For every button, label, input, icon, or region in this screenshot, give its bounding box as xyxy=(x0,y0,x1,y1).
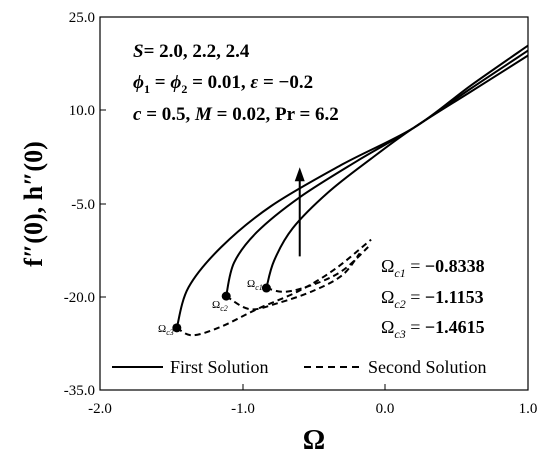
annotation-var: ϕ xyxy=(170,72,181,93)
first-solution-line-1 xyxy=(265,54,529,289)
annotation-subscript: 1 xyxy=(144,82,150,96)
legend: First Solution Second Solution xyxy=(112,357,487,377)
annotation-var: ε xyxy=(250,72,258,93)
y-tick-label: 10.0 xyxy=(69,103,95,119)
increase-arrow xyxy=(294,167,305,257)
point-label-c3: Ωc3 xyxy=(158,323,174,337)
annotation-var: M xyxy=(194,104,213,125)
critical-value: −0.8338 xyxy=(425,256,485,276)
annotation-text: = 2.0, 2.2, 2.4 xyxy=(144,41,250,62)
y-tick-label: 25.0 xyxy=(69,10,95,26)
point-label-c1: Ωc1 xyxy=(247,278,263,292)
critical-value-c1: Ωc1 = −0.8338 xyxy=(381,256,485,280)
critical-subscript: c1 xyxy=(394,266,405,280)
critical-subscript: c3 xyxy=(394,327,405,341)
x-tick-label: -2.0 xyxy=(88,401,112,417)
second-solution-line-2 xyxy=(225,252,361,311)
critical-symbol: Ω xyxy=(381,317,394,337)
annotation-text: = −0.2 xyxy=(258,72,313,93)
annotation-var: c xyxy=(133,104,142,125)
y-tick-label: -5.0 xyxy=(71,197,95,213)
annotation-var: ϕ xyxy=(133,72,144,93)
annotation-text: = 0.02, Pr = 6.2 xyxy=(212,104,339,125)
annotation-var-s: S xyxy=(133,41,144,62)
critical-symbol: Ω xyxy=(381,287,394,307)
point-label-c2: Ωc2 xyxy=(212,299,228,313)
annotation-subscript: 2 xyxy=(181,82,187,96)
x-axis: -2.0 -1.0 0.0 1.0 xyxy=(88,384,537,417)
critical-eq: = xyxy=(406,287,425,307)
critical-eq: = xyxy=(406,256,425,276)
y-axis: 25.0 10.0 -5.0 -20.0 -35.0 xyxy=(64,10,106,399)
series-layer xyxy=(172,44,529,337)
critical-point-c2 xyxy=(221,291,231,301)
critical-value-c3: Ωc3 = −1.4615 xyxy=(381,317,485,341)
x-tick-label: -1.0 xyxy=(231,401,255,417)
annotation-text: = 0.01, xyxy=(187,72,250,93)
x-axis-title: Ω xyxy=(303,425,325,456)
annotation-line-2: ϕ1 = ϕ2 = 0.01, ε = −0.2 xyxy=(133,72,313,96)
y-axis-title: f″(0), h″(0) xyxy=(19,141,48,266)
arrow-head-icon xyxy=(294,167,305,182)
y-tick-label: -35.0 xyxy=(64,383,95,399)
critical-values: Ωc1 = −0.8338 Ωc2 = −1.1153 Ωc3 = −1.461… xyxy=(381,256,485,341)
critical-eq: = xyxy=(406,317,425,337)
critical-point-c1 xyxy=(261,283,271,293)
annotation-text: = 0.5, xyxy=(141,104,195,125)
second-solution-line-1 xyxy=(266,246,369,293)
x-tick-label: 1.0 xyxy=(519,401,538,417)
critical-symbol: Ω xyxy=(381,256,394,276)
critical-value: −1.1153 xyxy=(425,287,484,307)
annotation-line-1: S= 2.0, 2.2, 2.4 xyxy=(133,41,250,62)
legend-label-first-solution: First Solution xyxy=(170,357,269,377)
critical-point-c3 xyxy=(172,323,182,333)
x-tick-label: 0.0 xyxy=(376,401,395,417)
y-tick-label: -20.0 xyxy=(64,290,95,306)
second-solution-line-3 xyxy=(176,238,372,337)
first-solution-line-3 xyxy=(175,44,529,329)
first-solution-line-2 xyxy=(225,49,529,297)
critical-value-c2: Ωc2 = −1.1153 xyxy=(381,287,484,311)
critical-subscript: c2 xyxy=(394,297,405,311)
legend-label-second-solution: Second Solution xyxy=(368,357,487,377)
parameter-annotation: S= 2.0, 2.2, 2.4 ϕ1 = ϕ2 = 0.01, ε = −0.… xyxy=(133,41,339,125)
critical-value: −1.4615 xyxy=(425,317,485,337)
annotation-line-3: c = 0.5, M = 0.02, Pr = 6.2 xyxy=(133,104,339,125)
annotation-text: = xyxy=(150,72,170,93)
